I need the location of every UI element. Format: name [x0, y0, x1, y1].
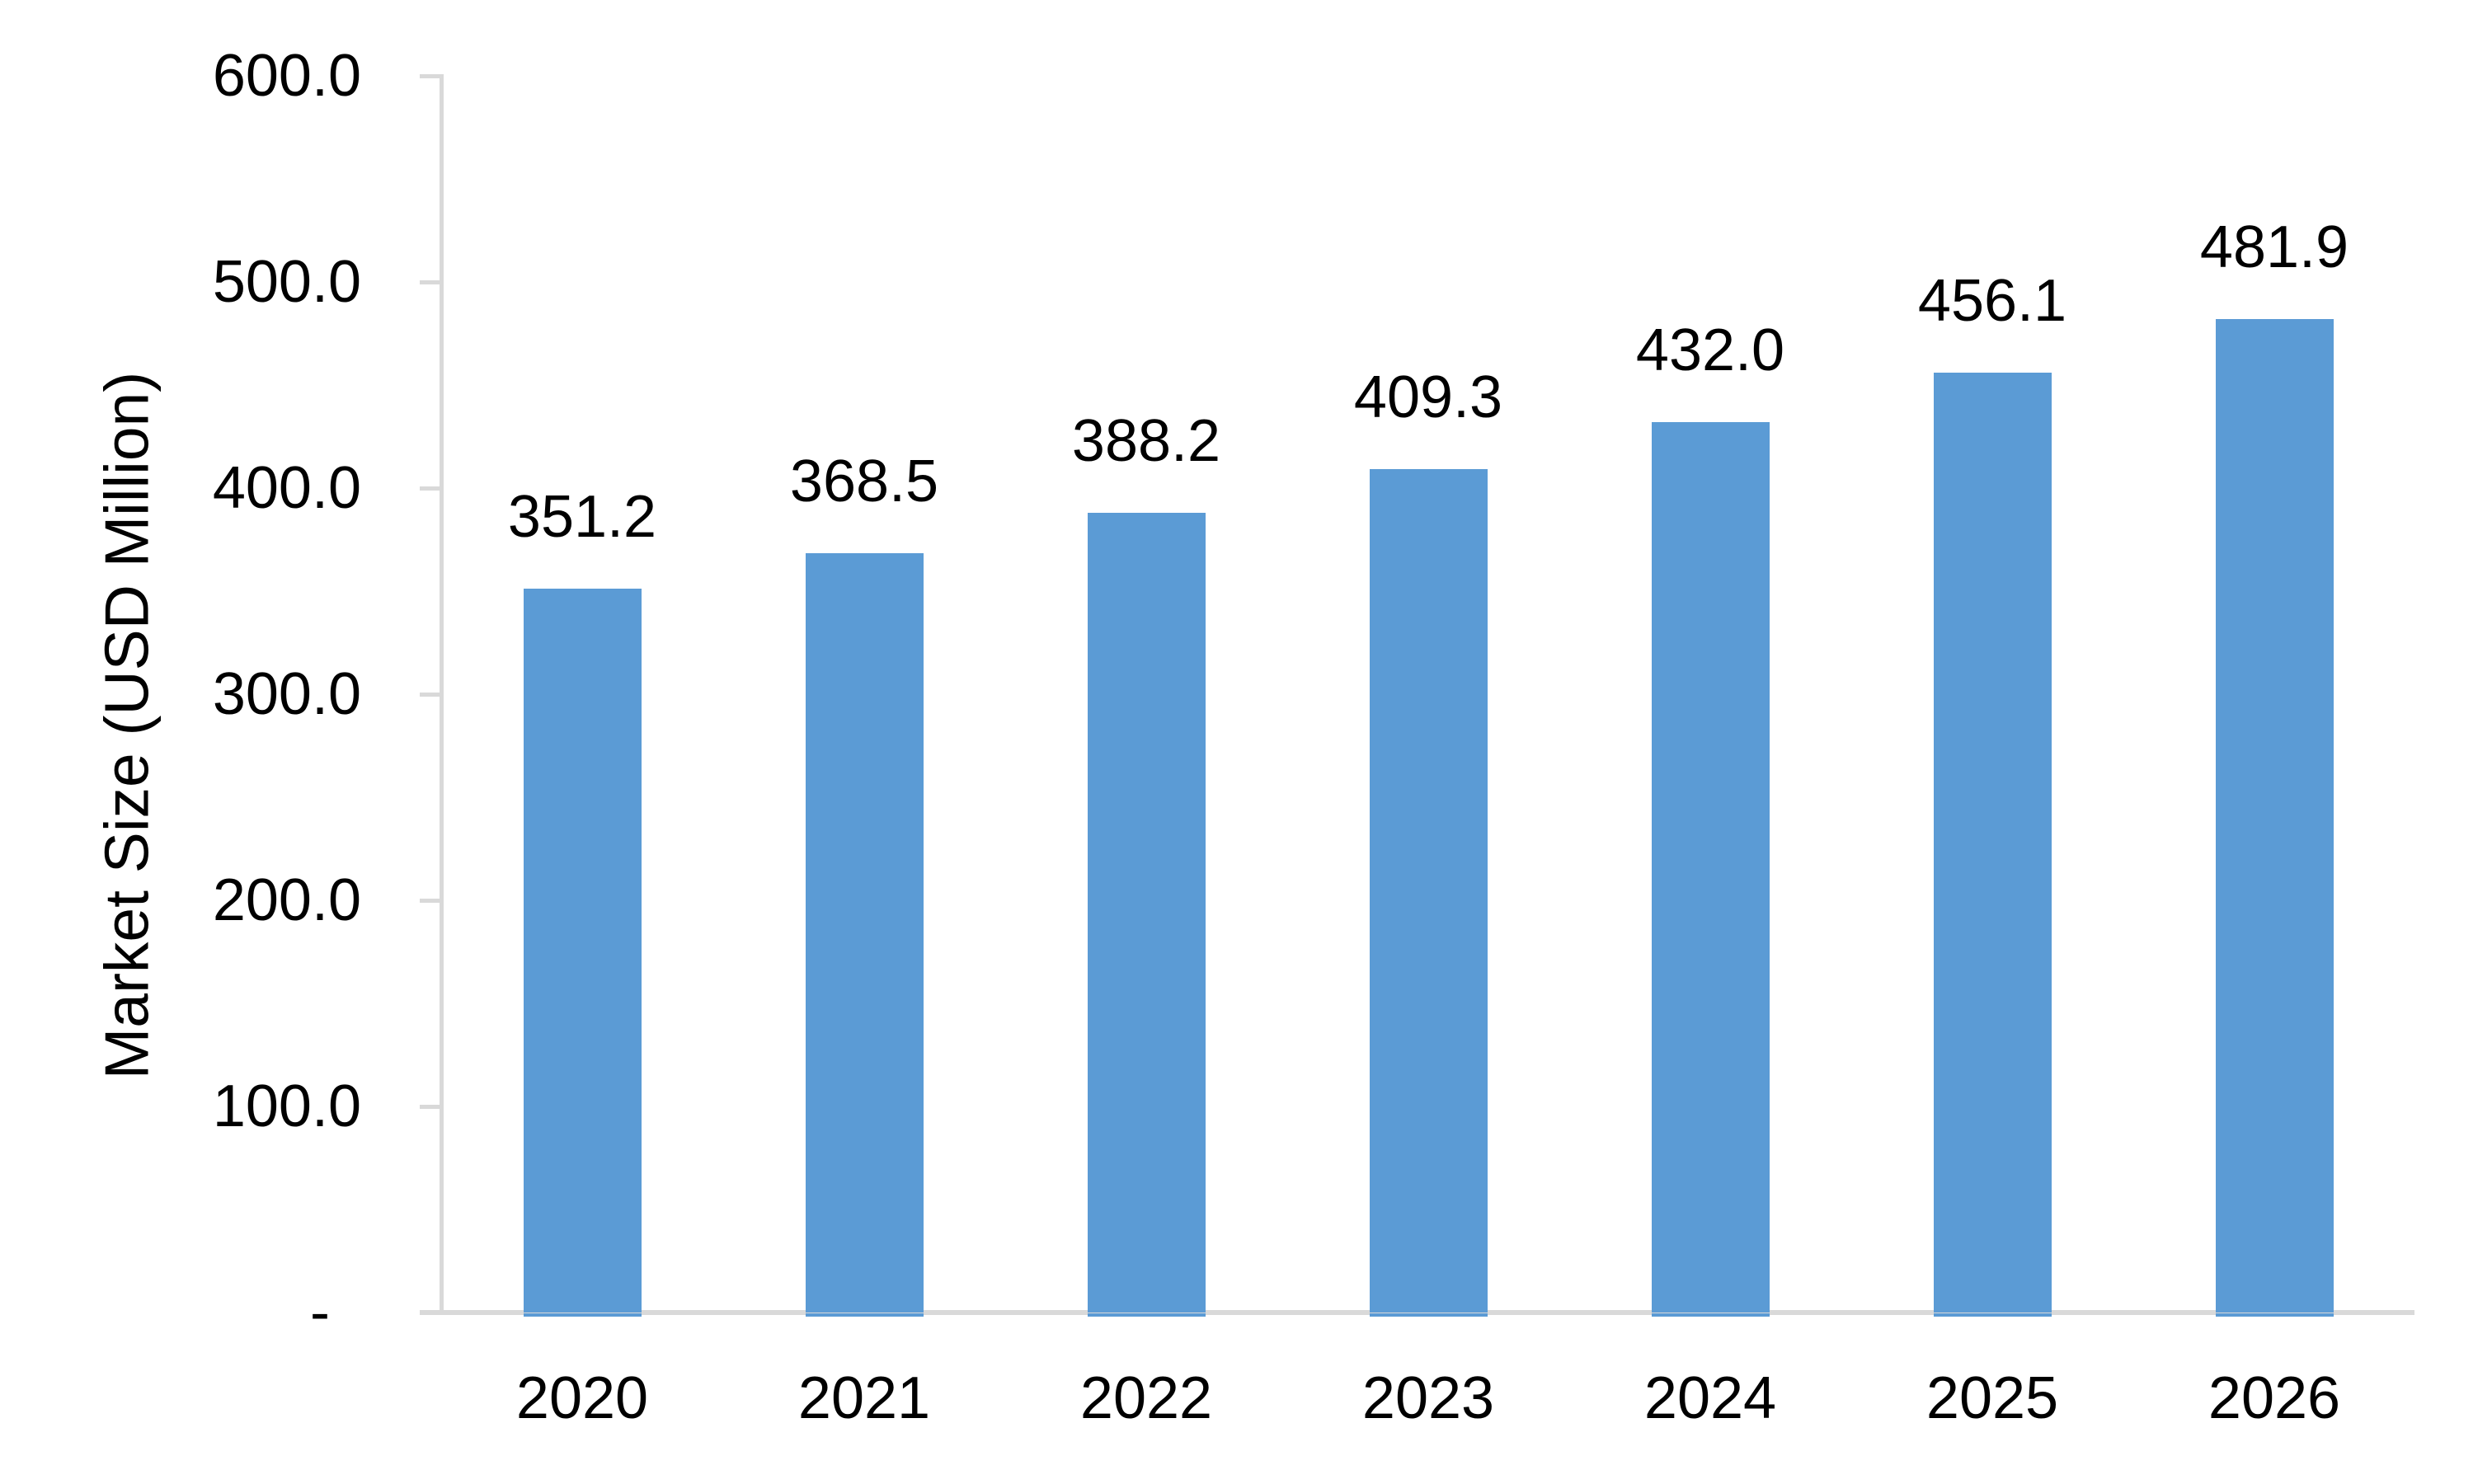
- y-tick-mark-400: [420, 486, 441, 491]
- x-axis-line: [420, 1310, 2414, 1315]
- value-label-2020: 351.2: [507, 484, 657, 550]
- value-label-2026: 481.9: [2199, 214, 2349, 281]
- bar-2025: [1933, 372, 2052, 1313]
- bar-underline-2026: [2215, 1313, 2334, 1317]
- x-tick-label-2020: 2020: [515, 1365, 649, 1431]
- bar-2022: [1087, 512, 1206, 1313]
- bar-underline-2021: [805, 1313, 924, 1317]
- x-tick-label-2025: 2025: [1925, 1365, 2059, 1431]
- bar-underline-2020: [523, 1313, 642, 1317]
- y-tick-label-300: 300.0: [212, 661, 361, 727]
- value-label-2025: 456.1: [1917, 267, 2067, 334]
- y-tick-label-500: 500.0: [212, 249, 361, 315]
- bar-2021: [805, 552, 924, 1313]
- x-tick-label-2023: 2023: [1361, 1365, 1495, 1431]
- y-tick-label-0: -: [310, 1280, 330, 1345]
- value-label-2021: 368.5: [789, 448, 939, 514]
- bar-2020: [523, 589, 642, 1313]
- y-tick-mark-100: [420, 1105, 441, 1109]
- x-tick-label-2022: 2022: [1079, 1365, 1213, 1431]
- y-tick-label-400: 400.0: [212, 455, 361, 521]
- y-tick-mark-500: [420, 280, 441, 284]
- bar-underline-2022: [1087, 1313, 1206, 1317]
- bar-underline-2024: [1651, 1313, 1770, 1317]
- bar-underline-2025: [1933, 1313, 2052, 1317]
- y-tick-mark-0: [420, 1311, 441, 1315]
- y-tick-label-200: 200.0: [212, 867, 361, 933]
- y-tick-label-600: 600.0: [212, 43, 361, 109]
- x-tick-label-2024: 2024: [1643, 1365, 1777, 1431]
- value-label-2024: 432.0: [1635, 317, 1785, 383]
- bar-2026: [2215, 319, 2334, 1313]
- bar-2023: [1369, 468, 1488, 1313]
- y-axis-line: [440, 74, 444, 1313]
- x-tick-label-2026: 2026: [2208, 1365, 2341, 1431]
- value-label-2023: 409.3: [1353, 364, 1503, 430]
- y-tick-mark-300: [420, 693, 441, 697]
- value-label-2022: 388.2: [1071, 407, 1221, 474]
- bar-2024: [1651, 422, 1770, 1313]
- y-tick-mark-200: [420, 899, 441, 903]
- y-tick-mark-600: [420, 74, 441, 78]
- y-tick-label-100: 100.0: [212, 1073, 361, 1139]
- x-tick-label-2021: 2021: [797, 1365, 931, 1431]
- bar-underline-2023: [1369, 1313, 1488, 1317]
